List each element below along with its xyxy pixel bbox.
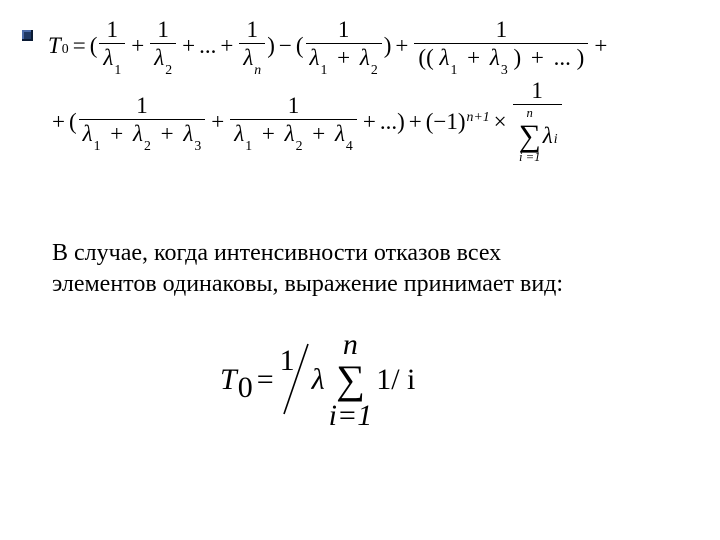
frac-1-over-sum: 1 n ∑ i =1 λi: [513, 79, 562, 163]
exponent-n-plus-1: n+1: [467, 110, 490, 124]
equals: =: [69, 34, 90, 57]
bullet-square: [22, 30, 33, 41]
frac-1-over-l1l2l4: 1 λ1 + λ2 + λ4: [230, 94, 357, 149]
equation-main: T0 = ( 1 λ1 + 1 λ2 + ... + 1 λn ) − ( 1: [48, 18, 611, 170]
equation-main-line2: + ( 1 λ1 + λ2 + λ3 + 1 λ1 + λ2 + λ4: [48, 79, 611, 163]
sub-0: 0: [62, 42, 69, 56]
sigma-sum-2: n ∑ i=1: [329, 330, 373, 431]
big-slash: 1: [278, 340, 312, 420]
sigma-sum: n ∑ i =1: [519, 107, 541, 163]
paragraph-line1: В случае, когда интенсивности отказов вс…: [52, 238, 672, 269]
summand-1-over-i: 1/ i: [376, 365, 415, 395]
equation-main-line1: T0 = ( 1 λ1 + 1 λ2 + ... + 1 λn ) − ( 1: [48, 18, 611, 73]
frac-1-over-l1: 1 λ1: [99, 18, 125, 73]
lambda: λ: [312, 365, 325, 395]
equation-simplified: T0 = 1 λ n ∑ i=1 1/ i: [220, 330, 415, 431]
frac-1-over-l2: 1 λ2: [150, 18, 176, 73]
frac-1-over-l1l2: 1 λ1 + λ2: [306, 18, 382, 73]
var-T: T: [220, 365, 237, 395]
var-T: T: [48, 34, 61, 57]
lparen: (: [90, 34, 98, 57]
frac-1-over-l1l2l3: 1 λ1 + λ2 + λ3: [79, 94, 206, 149]
frac-1-over-ln: 1 λn: [239, 18, 265, 73]
frac-1-over-paren-l1l3: 1 (( λ1 + λ3 ) + ... ): [414, 18, 588, 73]
paragraph-description: В случае, когда интенсивности отказов вс…: [52, 238, 672, 299]
times-sign: ×: [490, 110, 511, 133]
paragraph-line2: элементов одинаковы, выражение принимает…: [52, 269, 672, 300]
